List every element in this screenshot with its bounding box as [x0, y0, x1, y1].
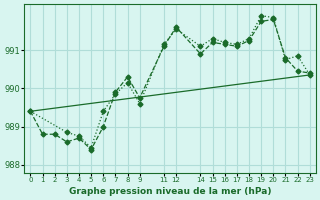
X-axis label: Graphe pression niveau de la mer (hPa): Graphe pression niveau de la mer (hPa)	[69, 187, 271, 196]
